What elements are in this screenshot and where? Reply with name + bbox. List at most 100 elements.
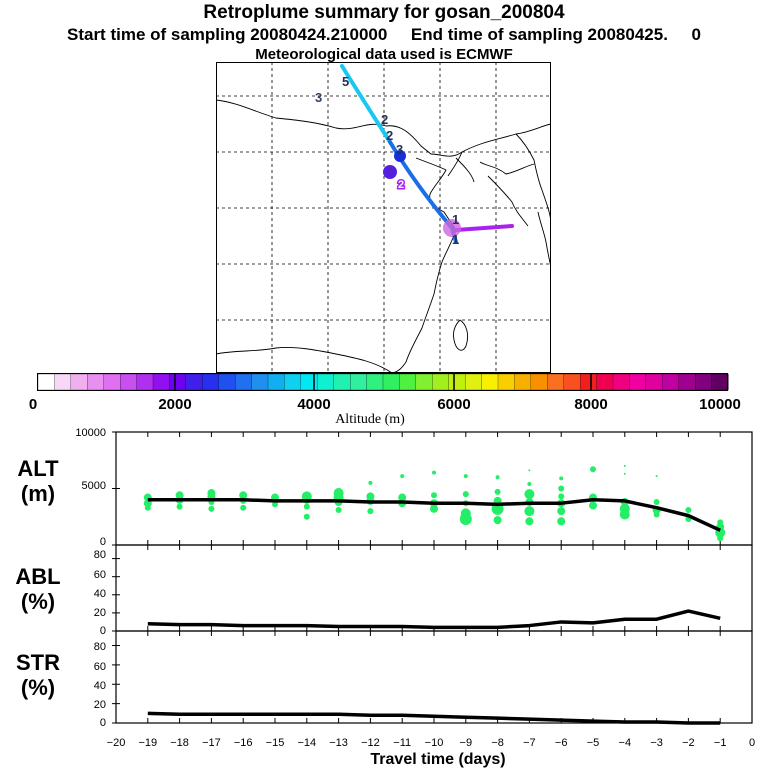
- colorbar-cell: [87, 373, 105, 391]
- x-tick-label: −9: [460, 737, 473, 749]
- x-tick-label: −2: [682, 737, 695, 749]
- alt-mean-line: [147, 498, 721, 532]
- alt-scatter-point: [431, 492, 437, 499]
- colorbar-cell: [711, 373, 729, 391]
- alt-scatter-point: [368, 480, 373, 485]
- alt-scatter-point: [619, 509, 630, 520]
- alt-scatter-point: [655, 475, 658, 478]
- x-tick-label: −8: [491, 737, 504, 749]
- colorbar-cell: [70, 373, 88, 391]
- colorbar-cell: [530, 373, 548, 391]
- plume-marker-label: 5: [342, 74, 349, 89]
- met-data-line: Meteorological data used is ECMWF: [255, 46, 513, 63]
- colorbar-cell: [169, 373, 187, 391]
- x-tick-label: −1: [714, 737, 727, 749]
- str-y-tick: 60: [94, 661, 106, 673]
- colorbar-cell: [662, 373, 680, 391]
- str-y-tick: 20: [94, 699, 106, 711]
- colorbar-cells: [37, 373, 729, 391]
- alt-scatter-point: [623, 464, 626, 467]
- alt-y-tick: 0: [100, 536, 106, 548]
- colorbar-tick-label: 4000: [297, 396, 330, 413]
- alt-scatter-point: [144, 504, 151, 511]
- colorbar-cell: [119, 373, 138, 391]
- colorbar-cell: [103, 373, 121, 391]
- colorbar-tick-label: 8000: [574, 396, 607, 413]
- plume-marker-label: 2: [381, 112, 388, 127]
- colorbar-cell: [629, 373, 647, 391]
- plume-marker-label: 1: [452, 232, 459, 247]
- coastlines: [216, 99, 551, 373]
- colorbar-cell: [267, 373, 285, 391]
- abl-y-tick: 0: [100, 625, 106, 637]
- x-tick-label: −4: [619, 737, 632, 749]
- alt-scatter-point: [717, 535, 724, 542]
- series-lines: [147, 498, 721, 725]
- plume-track-east: [454, 224, 514, 232]
- colorbar-cell: [185, 373, 203, 391]
- colorbar-cell: [317, 373, 335, 391]
- colorbar-frame: [37, 373, 728, 391]
- x-tick-label: −18: [170, 737, 189, 749]
- alt-scatter-point: [176, 503, 183, 510]
- colorbar-tick-label: 2000: [158, 396, 191, 413]
- colorbar-cell: [415, 373, 433, 391]
- str-y-tick: 0: [100, 717, 106, 729]
- colorbar-cell: [37, 373, 55, 391]
- x-tick-label: −5: [587, 737, 600, 749]
- str-unit: (%): [21, 675, 55, 700]
- colorbar-cell: [300, 373, 318, 391]
- alt-scatter-point: [462, 491, 469, 498]
- alt-scatter-point: [400, 474, 405, 479]
- alt-scatter-point: [398, 493, 407, 502]
- x-tick-label: 0: [749, 737, 755, 749]
- alt-scatter-point: [685, 506, 692, 513]
- chart-title: Retroplume summary for gosan_200804: [203, 2, 565, 23]
- alt-scatter-point: [208, 505, 215, 512]
- x-tick-label: −7: [523, 737, 536, 749]
- str-y-tick: 40: [94, 680, 106, 692]
- colorbar-cell: [497, 373, 515, 391]
- x-tick-label: −20: [107, 737, 126, 749]
- abl-y-tick: 80: [94, 549, 106, 561]
- colorbar-cell: [251, 373, 269, 391]
- colorbar-cell: [399, 373, 417, 391]
- x-tick-label: −17: [202, 737, 221, 749]
- alt-scatter-point: [528, 469, 531, 472]
- alt-scatter-point: [335, 506, 342, 513]
- colorbar-tick-label: 10000: [699, 396, 741, 413]
- alt-scatter-point: [495, 475, 500, 480]
- abl-y-tick: 40: [94, 588, 106, 600]
- alt-scatter-point: [653, 511, 660, 518]
- x-tick-label: −10: [425, 737, 444, 749]
- colorbar-cell: [152, 373, 170, 391]
- x-tick-labels: −20 −19 −18 −17 −16 −15 −14 −13 −12 −11 −10 −9 −8 −7−…: [107, 737, 755, 749]
- colorbar-cell: [514, 373, 532, 391]
- alt-scatter-point: [590, 466, 596, 473]
- alt-y-tick: 5000: [82, 480, 106, 492]
- colorbar-cell: [202, 373, 220, 391]
- alt-scatter-point: [525, 517, 534, 526]
- alt-scatter-point: [303, 513, 310, 520]
- plume-marker: [383, 165, 397, 179]
- alt-label: ALT: [17, 456, 59, 481]
- colorbar-cell: [432, 373, 450, 391]
- plume-track-middle: [388, 140, 454, 230]
- colorbar-title: Altitude (m): [335, 412, 405, 427]
- x-tick-label: −19: [138, 737, 157, 749]
- colorbar-cell: [218, 373, 236, 391]
- alt-scatter-point: [494, 488, 501, 495]
- sampling-times: Start time of sampling 20080424.210000 E…: [66, 25, 701, 44]
- alt-scatter-point: [524, 489, 535, 500]
- alt-scatter-point: [589, 501, 597, 510]
- alt-scatter-point: [459, 513, 472, 526]
- colorbar-cell: [694, 373, 713, 391]
- colorbar-tick-label: 0: [29, 396, 37, 413]
- alt-scatter-point: [557, 507, 566, 516]
- x-tick-label: −14: [297, 737, 316, 749]
- alt-scatter-point: [367, 508, 374, 515]
- alt-scatter-point: [432, 470, 436, 475]
- plume-marker-label: 2: [398, 179, 404, 191]
- abl-y-tick: 20: [94, 607, 106, 619]
- alt-y-tick: 10000: [75, 427, 106, 439]
